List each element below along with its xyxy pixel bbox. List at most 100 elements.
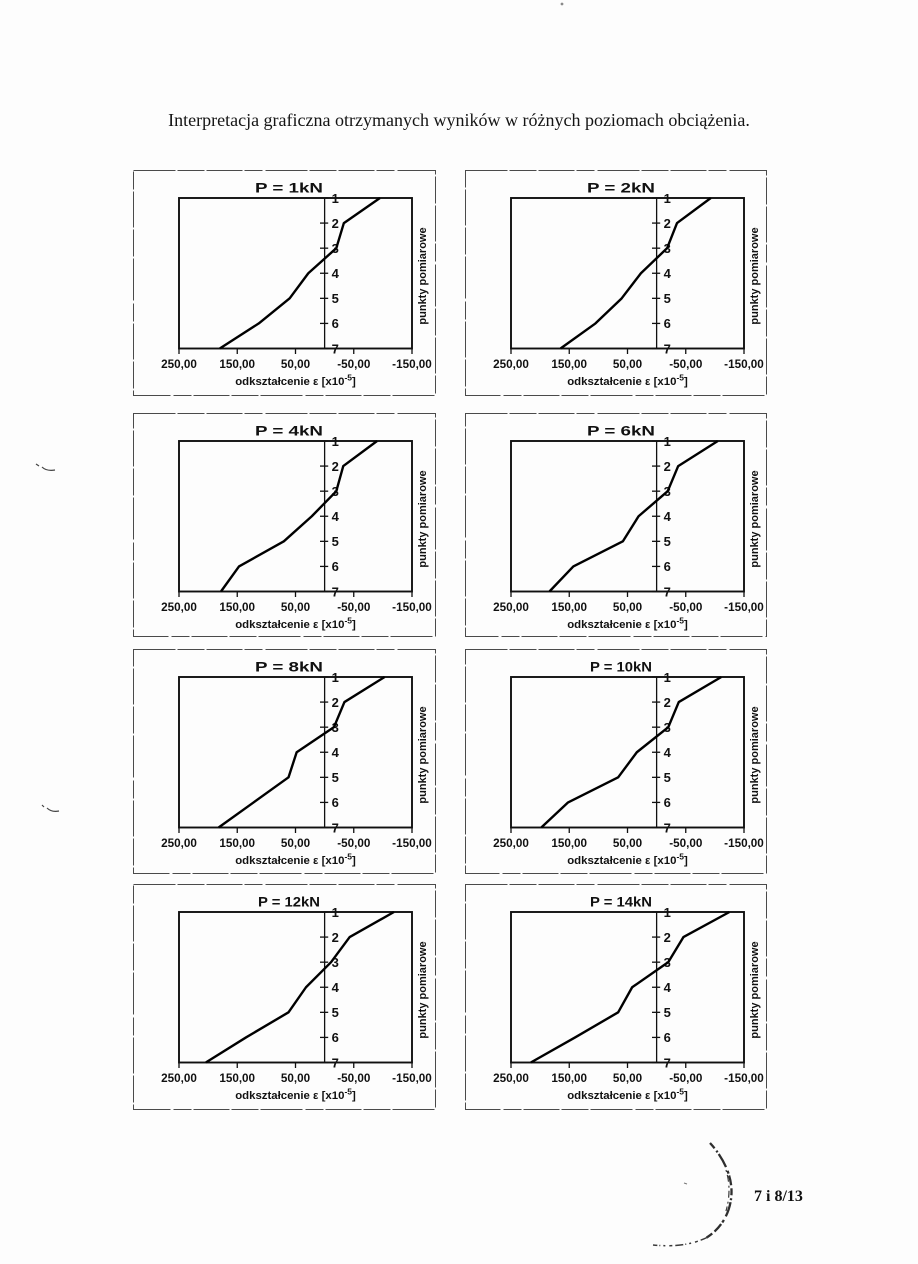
svg-text:7: 7 [332,584,339,599]
svg-text:250,00: 250,00 [493,601,529,614]
svg-text:6: 6 [332,316,339,331]
svg-text:2: 2 [332,695,339,710]
svg-text:-150,00: -150,00 [724,1072,764,1085]
svg-text:-50,00: -50,00 [337,358,371,371]
svg-text:odkształcenie ε [x10-5]: odkształcenie ε [x10-5] [235,1087,356,1103]
svg-text:2: 2 [664,930,671,945]
svg-text:4: 4 [332,266,340,281]
svg-text:50,00: 50,00 [613,358,643,371]
svg-text:-150,00: -150,00 [392,601,432,614]
svg-text:150,00: 150,00 [219,601,255,614]
svg-text:7: 7 [664,341,671,356]
svg-text:7: 7 [332,341,339,356]
svg-text:4: 4 [664,745,672,760]
svg-text:250,00: 250,00 [493,1072,529,1085]
svg-text:4: 4 [664,266,672,281]
svg-text:5: 5 [332,1005,339,1020]
svg-text:5: 5 [664,534,671,549]
svg-text:50,00: 50,00 [281,1072,311,1085]
svg-text:odkształcenie ε [x10-5]: odkształcenie ε [x10-5] [567,1087,688,1103]
svg-text:P = 14kN: P = 14kN [590,894,652,910]
svg-text:2: 2 [664,695,671,710]
svg-text:5: 5 [332,770,339,785]
svg-text:6: 6 [332,559,339,574]
svg-text:1: 1 [664,905,671,920]
svg-text:-150,00: -150,00 [392,358,432,371]
svg-text:150,00: 150,00 [219,1072,255,1085]
svg-text:250,00: 250,00 [493,837,529,850]
svg-text:250,00: 250,00 [161,358,197,371]
svg-text:250,00: 250,00 [493,358,529,371]
svg-text:P = 12kN: P = 12kN [258,894,320,910]
svg-text:punkty pomiarowe: punkty pomiarowe [749,470,761,567]
svg-text:150,00: 150,00 [219,837,255,850]
svg-text:punkty pomiarowe: punkty pomiarowe [417,706,429,803]
svg-text:2: 2 [332,216,339,231]
svg-text:punkty pomiarowe: punkty pomiarowe [749,706,761,803]
svg-text:50,00: 50,00 [281,837,311,850]
svg-text:5: 5 [332,534,339,549]
svg-text:6: 6 [664,1030,671,1045]
svg-text:2: 2 [332,930,339,945]
svg-text:4: 4 [664,509,672,524]
svg-text:odkształcenie ε [x10-5]: odkształcenie ε [x10-5] [567,616,688,632]
svg-text:150,00: 150,00 [551,1072,587,1085]
svg-text:4: 4 [664,980,672,995]
svg-text:150,00: 150,00 [219,358,255,371]
svg-text:-50,00: -50,00 [669,1072,703,1085]
svg-text:-50,00: -50,00 [669,837,703,850]
svg-text:odkształcenie ε [x10-5]: odkształcenie ε [x10-5] [235,616,356,632]
svg-text:1: 1 [332,670,339,685]
svg-text:odkształcenie ε [x10-5]: odkształcenie ε [x10-5] [235,852,356,868]
svg-text:-50,00: -50,00 [337,1072,371,1085]
svg-text:4: 4 [332,745,340,760]
svg-text:odkształcenie ε [x10-5]: odkształcenie ε [x10-5] [235,373,356,389]
svg-text:punkty pomiarowe: punkty pomiarowe [417,227,429,324]
svg-text:5: 5 [664,291,671,306]
svg-text:1: 1 [664,191,671,206]
svg-text:6: 6 [332,1030,339,1045]
svg-text:5: 5 [664,1005,671,1020]
svg-text:6: 6 [664,559,671,574]
svg-text:-150,00: -150,00 [392,837,432,850]
svg-text:250,00: 250,00 [161,1072,197,1085]
svg-text:P = 2kN: P = 2kN [587,180,655,196]
svg-text:1: 1 [332,434,339,449]
svg-text:-150,00: -150,00 [392,1072,432,1085]
svg-text:1: 1 [664,670,671,685]
svg-text:150,00: 150,00 [551,358,587,371]
svg-text:5: 5 [664,770,671,785]
svg-text:7: 7 [664,1055,671,1070]
svg-text:7: 7 [664,584,671,599]
svg-text:150,00: 150,00 [551,601,587,614]
svg-text:5: 5 [332,291,339,306]
svg-text:250,00: 250,00 [161,837,197,850]
svg-text:4: 4 [332,980,340,995]
svg-text:-50,00: -50,00 [337,837,371,850]
svg-text:50,00: 50,00 [281,358,311,371]
svg-text:6: 6 [664,316,671,331]
svg-text:50,00: 50,00 [613,1072,643,1085]
svg-text:50,00: 50,00 [281,601,311,614]
svg-text:7: 7 [664,820,671,835]
svg-text:2: 2 [332,459,339,474]
svg-text:punkty pomiarowe: punkty pomiarowe [417,470,429,567]
svg-text:-50,00: -50,00 [337,601,371,614]
svg-text:punkty pomiarowe: punkty pomiarowe [749,941,761,1038]
svg-text:odkształcenie ε [x10-5]: odkształcenie ε [x10-5] [567,852,688,868]
svg-text:4: 4 [332,509,340,524]
svg-text:1: 1 [332,905,339,920]
svg-text:P = 1kN: P = 1kN [255,180,323,196]
svg-text:-50,00: -50,00 [669,601,703,614]
svg-text:1: 1 [664,434,671,449]
svg-text:3: 3 [332,955,339,970]
svg-text:punkty pomiarowe: punkty pomiarowe [417,941,429,1038]
svg-text:3: 3 [332,720,339,735]
svg-text:250,00: 250,00 [161,601,197,614]
svg-text:P = 8kN: P = 8kN [255,659,323,675]
svg-text:7: 7 [332,1055,339,1070]
svg-text:7: 7 [332,820,339,835]
svg-text:odkształcenie ε [x10-5]: odkształcenie ε [x10-5] [567,373,688,389]
svg-text:-150,00: -150,00 [724,601,764,614]
svg-text:P = 6kN: P = 6kN [587,423,655,439]
